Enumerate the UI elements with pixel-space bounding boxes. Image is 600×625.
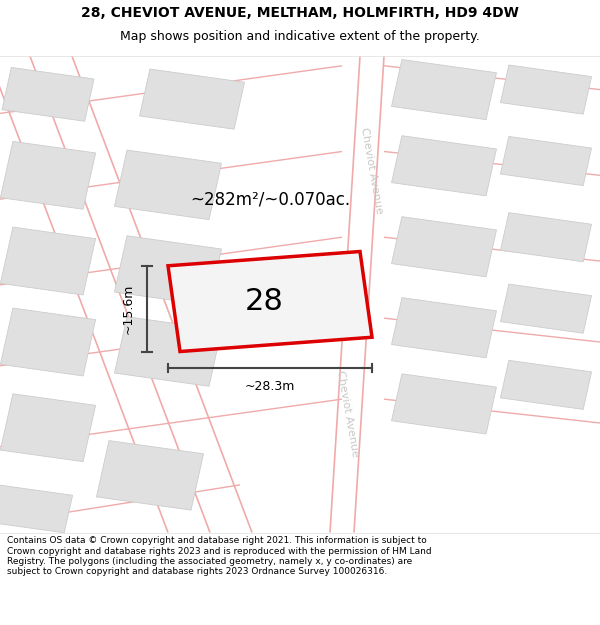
- Text: Map shows position and indicative extent of the property.: Map shows position and indicative extent…: [120, 30, 480, 43]
- Polygon shape: [500, 213, 592, 262]
- Polygon shape: [392, 136, 496, 196]
- Polygon shape: [1, 394, 95, 462]
- Polygon shape: [115, 236, 221, 306]
- Polygon shape: [500, 65, 592, 114]
- Polygon shape: [0, 484, 73, 533]
- Text: Contains OS data © Crown copyright and database right 2021. This information is : Contains OS data © Crown copyright and d…: [7, 536, 432, 576]
- Polygon shape: [500, 136, 592, 186]
- Text: 28, CHEVIOT AVENUE, MELTHAM, HOLMFIRTH, HD9 4DW: 28, CHEVIOT AVENUE, MELTHAM, HOLMFIRTH, …: [81, 6, 519, 20]
- Polygon shape: [168, 251, 372, 351]
- Text: Cheviot Avenue: Cheviot Avenue: [335, 369, 361, 458]
- Polygon shape: [392, 217, 496, 277]
- Text: ~282m²/~0.070ac.: ~282m²/~0.070ac.: [190, 190, 350, 208]
- Polygon shape: [392, 59, 496, 119]
- Polygon shape: [140, 69, 244, 129]
- Polygon shape: [97, 441, 203, 510]
- Polygon shape: [500, 284, 592, 333]
- Polygon shape: [2, 68, 94, 121]
- Polygon shape: [1, 141, 95, 209]
- Text: 28: 28: [245, 287, 283, 316]
- Text: Cheviot Avenue: Cheviot Avenue: [359, 126, 385, 214]
- Polygon shape: [1, 308, 95, 376]
- Polygon shape: [392, 298, 496, 358]
- Polygon shape: [115, 317, 221, 386]
- Polygon shape: [500, 361, 592, 409]
- Text: ~28.3m: ~28.3m: [245, 380, 295, 393]
- Polygon shape: [115, 150, 221, 219]
- Text: ~15.6m: ~15.6m: [122, 284, 135, 334]
- Polygon shape: [1, 227, 95, 295]
- Polygon shape: [392, 374, 496, 434]
